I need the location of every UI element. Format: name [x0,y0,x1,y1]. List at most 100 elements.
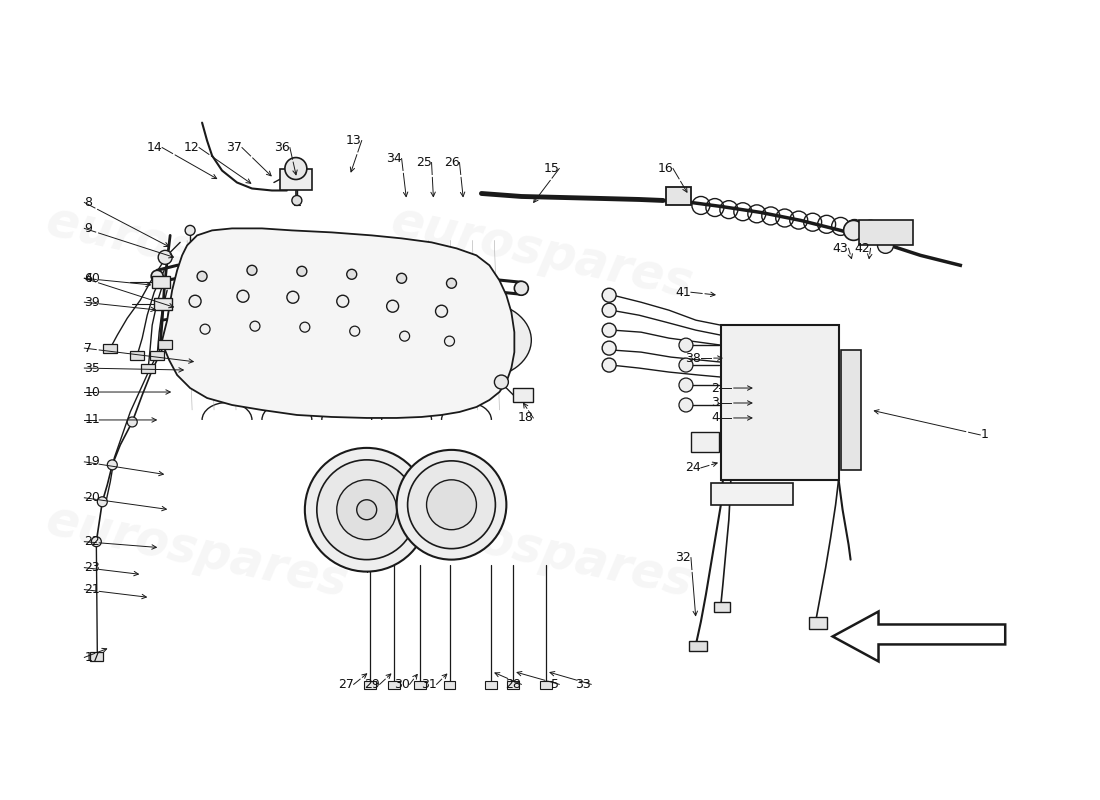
Bar [152,276,170,288]
Text: 36: 36 [274,141,290,154]
Text: 25: 25 [416,156,431,169]
Bar [840,350,860,470]
Text: 2: 2 [711,382,719,394]
Circle shape [399,331,409,341]
Bar [859,221,913,246]
Circle shape [248,266,257,275]
Text: 10: 10 [85,386,100,398]
Circle shape [515,282,528,295]
Bar [151,351,164,360]
Circle shape [602,341,616,355]
Circle shape [602,303,616,317]
Text: 15: 15 [543,162,559,175]
Circle shape [185,226,195,235]
Text: eurospares: eurospares [386,496,696,607]
Bar [808,618,826,630]
Bar [485,682,497,690]
Text: 40: 40 [85,272,100,285]
Circle shape [679,358,693,372]
Circle shape [844,221,864,240]
Text: 42: 42 [855,242,870,255]
Text: 14: 14 [146,141,162,154]
Circle shape [878,238,893,254]
Text: 18: 18 [517,411,534,425]
Text: 43: 43 [833,242,848,255]
Text: 35: 35 [85,362,100,374]
Circle shape [337,480,397,540]
Ellipse shape [217,300,327,380]
Text: 28: 28 [506,678,521,691]
Text: 31: 31 [421,678,437,691]
Text: 37: 37 [227,141,242,154]
Bar [666,187,691,206]
Circle shape [602,288,616,302]
Text: 4: 4 [711,411,719,425]
Text: 26: 26 [443,156,460,169]
Text: 24: 24 [685,462,701,474]
Text: eurospares: eurospares [42,197,352,308]
Text: 5: 5 [551,678,559,691]
Text: 27: 27 [338,678,354,691]
Bar [689,642,707,651]
Circle shape [197,271,207,282]
Text: eurospares: eurospares [386,197,696,308]
Bar [691,432,719,452]
Circle shape [679,338,693,352]
Circle shape [346,270,356,279]
Text: 20: 20 [85,491,100,504]
Circle shape [444,336,454,346]
Circle shape [860,221,880,240]
Circle shape [602,358,616,372]
Circle shape [189,295,201,307]
Text: 13: 13 [346,134,362,147]
Text: 17: 17 [85,651,100,664]
Text: 30: 30 [394,678,409,691]
Circle shape [356,500,376,520]
Text: 6: 6 [85,272,92,285]
Text: 41: 41 [675,286,691,298]
Circle shape [397,450,506,560]
Circle shape [436,306,448,317]
Bar [154,298,172,310]
Bar [103,344,118,353]
Circle shape [108,460,118,470]
Text: 21: 21 [85,583,100,596]
Circle shape [427,480,476,530]
Bar [364,682,376,690]
Text: 29: 29 [364,678,380,691]
Circle shape [236,290,249,302]
Circle shape [91,537,101,546]
Circle shape [97,497,108,506]
Circle shape [602,323,616,337]
Bar [90,653,103,662]
Bar [387,682,399,690]
Bar [507,682,519,690]
Bar [514,388,534,402]
Circle shape [679,398,693,412]
Circle shape [128,417,138,427]
Ellipse shape [431,302,531,378]
Polygon shape [162,228,515,418]
Text: 32: 32 [675,551,691,564]
Bar [540,682,552,690]
Circle shape [158,250,172,264]
Text: 3: 3 [711,397,719,410]
Text: 23: 23 [85,561,100,574]
Bar [711,483,793,505]
Circle shape [408,461,495,549]
Circle shape [337,295,349,307]
Text: 39: 39 [85,296,100,309]
Circle shape [285,158,307,179]
Circle shape [350,326,360,336]
Circle shape [250,321,260,331]
Text: 33: 33 [575,678,591,691]
Text: 38: 38 [685,351,701,365]
Text: 1: 1 [980,429,988,442]
Text: 22: 22 [85,535,100,548]
Circle shape [300,322,310,332]
Bar [141,364,155,373]
Circle shape [494,375,508,389]
Circle shape [200,324,210,334]
Text: 19: 19 [85,455,100,468]
Circle shape [679,378,693,392]
